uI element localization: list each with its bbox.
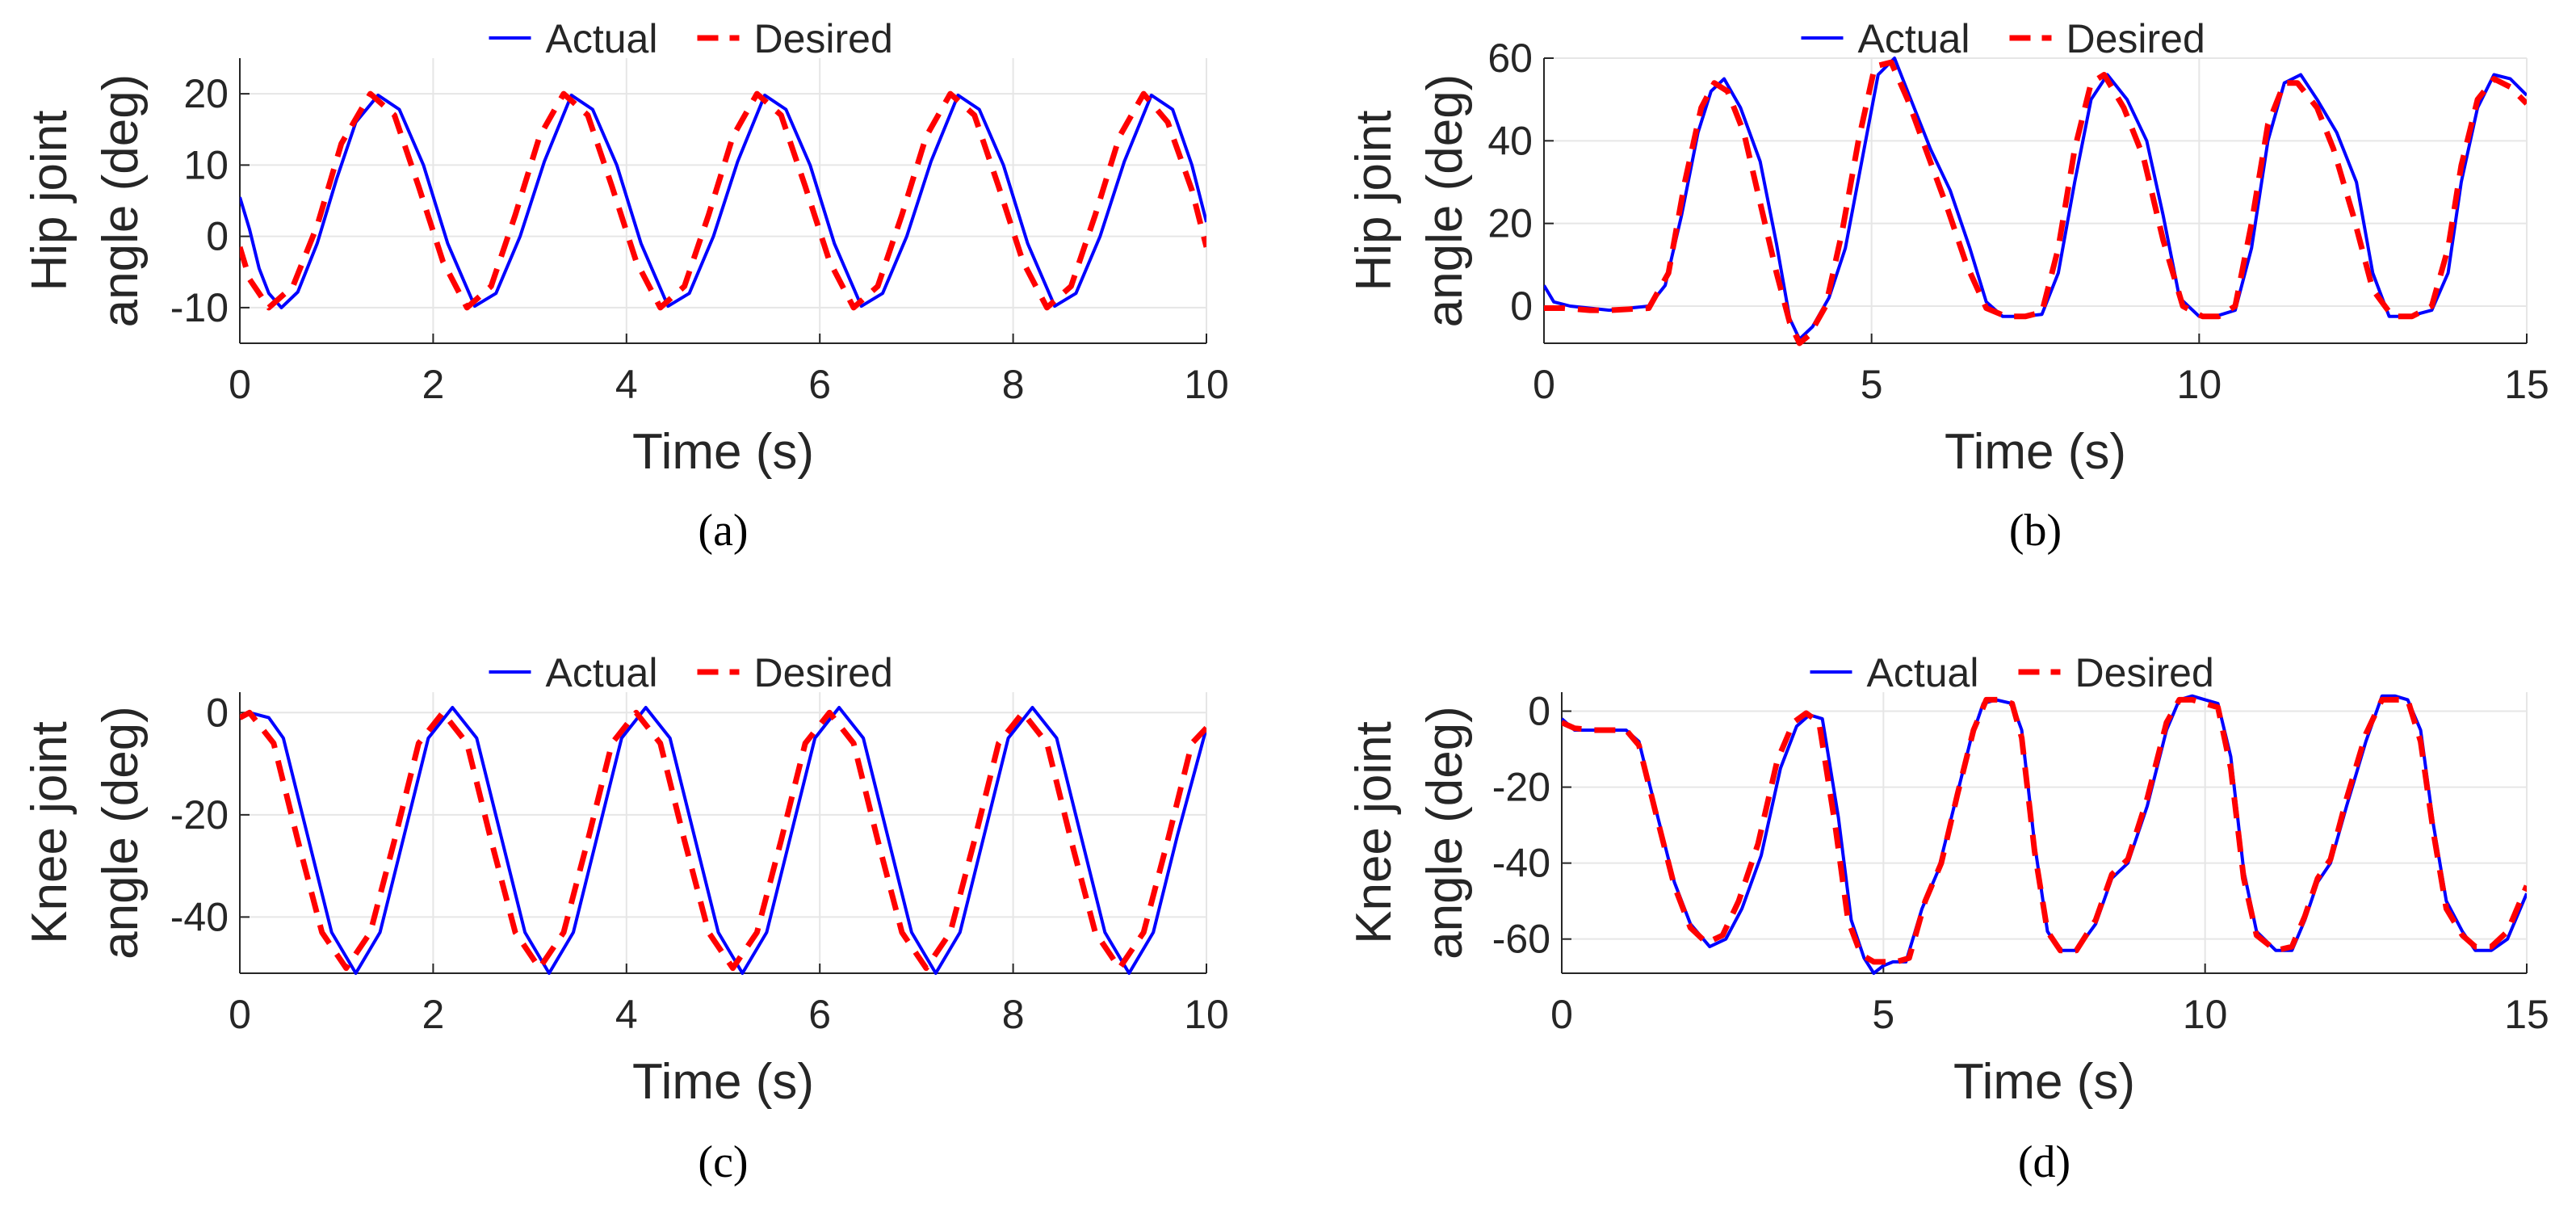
panel-caption: (b) [2009,506,2062,556]
y-tick-label: -60 [1492,917,1550,962]
x-tick-label: 4 [615,992,638,1037]
series-group-d [1562,694,2527,975]
x-tick-label: 2 [422,992,444,1037]
y-tick-label: 20 [1487,201,1533,246]
x-tick-label: 10 [1184,992,1229,1037]
series-group-a [240,90,1206,311]
series-line-desired [1544,59,2527,346]
legend-label-actual: Actual [1858,16,1970,61]
x-tick-label: 15 [2504,362,2549,407]
legend-label-actual: Actual [1867,650,1979,695]
y-tick-label: 0 [206,214,229,259]
x-tick-label: 2 [422,362,444,407]
series-group-b [1544,57,2527,346]
y-tick-label: 20 [183,71,229,116]
legend: Actual Desired [489,650,893,695]
series-line-desired [1562,696,2527,965]
legend: Actual Desired [1810,650,2214,695]
chart-panel-d: 0 5 10 15 -60 -40 -20 0 Time (s) Knee joint angle … [1346,650,2549,1187]
x-tick-label: 10 [2183,992,2228,1037]
y-axis-label-line: Hip joint [1346,111,1402,292]
y-tick-label: 40 [1487,118,1533,163]
y-axis-label-line: angle (deg) [1417,74,1473,328]
legend-label-actual: Actual [546,16,658,61]
y-tick-label: -20 [170,792,229,838]
legend-label-desired: Desired [754,16,893,61]
series-line-desired [240,90,1206,311]
y-axis-label-line: angle (deg) [1417,706,1473,960]
y-tick-label: -40 [1492,841,1550,886]
legend-label-desired: Desired [2075,650,2214,695]
x-tick-label: 8 [1002,992,1025,1037]
panel-caption: (a) [698,506,748,556]
y-tick-label: 0 [1510,283,1533,329]
x-tick-label: 4 [615,362,638,407]
x-tick-label: 0 [1533,362,1555,407]
x-axis-label: Time (s) [632,1054,814,1110]
y-tick-label: 60 [1487,36,1533,81]
y-tick-label: 10 [183,142,229,187]
legend: Actual Desired [1801,16,2205,61]
y-tick-label: -20 [1492,765,1550,810]
chart-panel-b: 0 5 10 15 0 20 40 60 Time (s) Hip joint angle (deg… [1346,16,2549,556]
y-tick-label: -40 [170,894,229,939]
x-tick-label: 6 [808,362,831,407]
panel-caption: (d) [2018,1137,2070,1187]
series-line-actual [1562,694,2527,975]
y-tick-label: 0 [1528,689,1550,734]
y-axis-label-line: Hip joint [22,111,78,292]
x-axis-label: Time (s) [632,424,814,480]
y-axis-label-line: angle (deg) [93,74,149,328]
y-tick-label: -10 [170,285,229,330]
x-tick-label: 10 [2177,362,2222,407]
y-axis-label-line: Knee joint [1346,721,1402,944]
series-line-desired [240,709,1206,972]
series-group-c [240,706,1206,975]
y-tick-label: 0 [206,690,229,735]
x-axis-label: Time (s) [1945,424,2126,480]
series-line-actual [1544,57,2527,341]
legend: Actual Desired [489,16,893,61]
x-axis-label: Time (s) [1953,1054,2135,1110]
x-tick-label: 0 [1550,992,1573,1037]
x-tick-label: 5 [1861,362,1883,407]
series-line-actual [240,93,1206,309]
series-line-actual [240,706,1206,975]
y-axis-label-line: angle (deg) [93,706,149,960]
x-tick-label: 0 [229,362,251,407]
x-tick-label: 6 [808,992,831,1037]
x-tick-label: 15 [2504,992,2549,1037]
x-tick-label: 5 [1872,992,1894,1037]
x-tick-label: 0 [229,992,251,1037]
y-axis-label-line: Knee joint [22,721,78,944]
chart-panel-c: 0 2 4 6 8 10 -40 -20 0 Time (s) Knee joint angle (d… [22,650,1229,1187]
legend-label-actual: Actual [546,650,658,695]
panel-caption: (c) [698,1137,748,1187]
legend-label-desired: Desired [754,650,893,695]
legend-label-desired: Desired [2066,16,2205,61]
x-tick-label: 10 [1184,362,1229,407]
x-tick-label: 8 [1002,362,1025,407]
